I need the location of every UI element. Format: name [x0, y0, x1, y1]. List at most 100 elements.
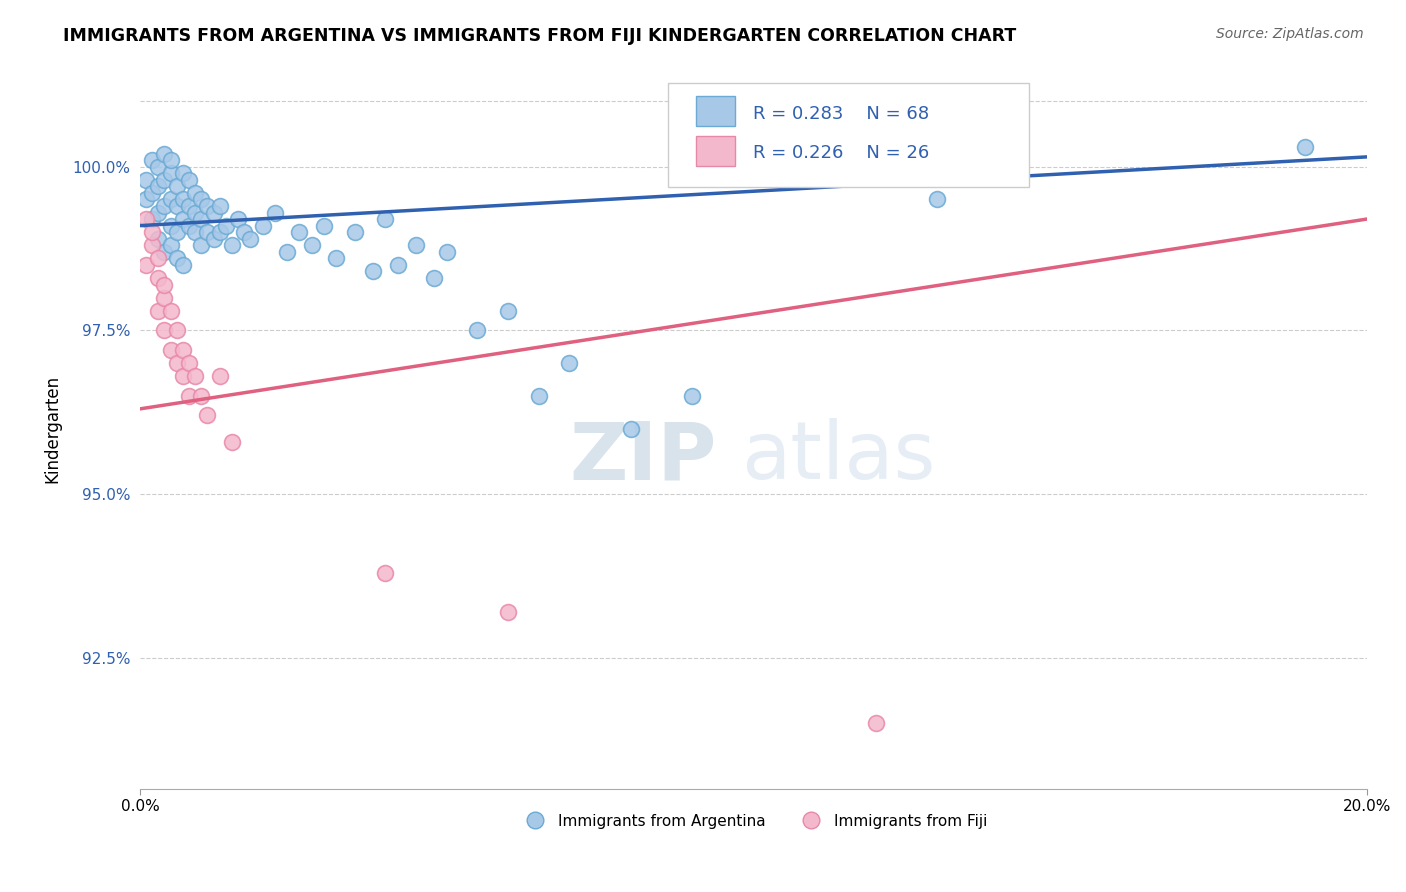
Point: [202, 205, 225, 219]
Point: [374, 212, 396, 227]
Point: [153, 199, 176, 213]
Point: [361, 264, 384, 278]
Text: R = 0.283    N = 68: R = 0.283 N = 68: [754, 105, 929, 123]
Y-axis label: Kindergarten: Kindergarten: [44, 375, 60, 483]
Point: [496, 605, 519, 619]
Text: Source: ZipAtlas.com: Source: ZipAtlas.com: [1216, 27, 1364, 41]
Point: [558, 356, 581, 370]
Text: ZIP: ZIP: [569, 418, 717, 496]
Point: [226, 212, 249, 227]
Point: [215, 219, 238, 233]
Point: [221, 434, 243, 449]
Point: [172, 193, 194, 207]
Point: [172, 212, 194, 227]
Point: [239, 232, 262, 246]
Point: [405, 238, 427, 252]
Point: [190, 389, 212, 403]
Text: IMMIGRANTS FROM ARGENTINA VS IMMIGRANTS FROM FIJI KINDERGARTEN CORRELATION CHART: IMMIGRANTS FROM ARGENTINA VS IMMIGRANTS …: [63, 27, 1017, 45]
Point: [135, 258, 157, 272]
Point: [197, 409, 219, 423]
Point: [177, 389, 200, 403]
Point: [527, 389, 550, 403]
Point: [202, 232, 225, 246]
Point: [343, 225, 366, 239]
Point: [172, 258, 194, 272]
Point: [436, 244, 458, 259]
Point: [148, 271, 170, 285]
Point: [467, 323, 489, 337]
Point: [865, 716, 887, 731]
Point: [141, 186, 163, 200]
Point: [177, 173, 200, 187]
Point: [135, 212, 157, 227]
Point: [141, 238, 163, 252]
Point: [184, 205, 207, 219]
Point: [153, 323, 176, 337]
Point: [166, 179, 188, 194]
Point: [159, 303, 181, 318]
Point: [190, 193, 212, 207]
Point: [190, 238, 212, 252]
Legend: Immigrants from Argentina, Immigrants from Fiji: Immigrants from Argentina, Immigrants fr…: [513, 807, 994, 835]
Point: [159, 219, 181, 233]
Point: [387, 258, 409, 272]
Point: [135, 173, 157, 187]
Point: [190, 212, 212, 227]
Point: [148, 232, 170, 246]
Bar: [696, 96, 735, 126]
Point: [172, 166, 194, 180]
Point: [153, 244, 176, 259]
Point: [153, 146, 176, 161]
Point: [197, 199, 219, 213]
Point: [172, 369, 194, 384]
Bar: [696, 136, 735, 166]
Point: [208, 225, 231, 239]
Point: [166, 356, 188, 370]
Point: [159, 238, 181, 252]
Point: [141, 153, 163, 168]
Point: [148, 252, 170, 266]
Point: [177, 356, 200, 370]
Point: [153, 173, 176, 187]
Point: [233, 225, 256, 239]
Point: [148, 179, 170, 194]
Text: atlas: atlas: [741, 418, 935, 496]
Point: [288, 225, 311, 239]
Point: [496, 303, 519, 318]
Point: [148, 303, 170, 318]
Point: [177, 219, 200, 233]
Point: [177, 199, 200, 213]
Point: [325, 252, 347, 266]
Point: [184, 186, 207, 200]
Point: [301, 238, 323, 252]
Text: R = 0.226    N = 26: R = 0.226 N = 26: [754, 145, 929, 162]
FancyBboxPatch shape: [668, 83, 1029, 187]
Point: [264, 205, 287, 219]
Point: [1294, 140, 1316, 154]
Point: [159, 193, 181, 207]
Point: [166, 252, 188, 266]
Point: [159, 166, 181, 180]
Point: [141, 225, 163, 239]
Point: [159, 343, 181, 357]
Point: [135, 193, 157, 207]
Point: [208, 369, 231, 384]
Point: [252, 219, 274, 233]
Point: [141, 212, 163, 227]
Point: [312, 219, 335, 233]
Point: [166, 323, 188, 337]
Point: [148, 160, 170, 174]
Point: [172, 343, 194, 357]
Point: [184, 369, 207, 384]
Point: [276, 244, 298, 259]
Point: [681, 389, 703, 403]
Point: [166, 225, 188, 239]
Point: [208, 199, 231, 213]
Point: [221, 238, 243, 252]
Point: [927, 193, 949, 207]
Point: [153, 277, 176, 292]
Point: [423, 271, 446, 285]
Point: [374, 566, 396, 580]
Point: [184, 225, 207, 239]
Point: [620, 421, 643, 435]
